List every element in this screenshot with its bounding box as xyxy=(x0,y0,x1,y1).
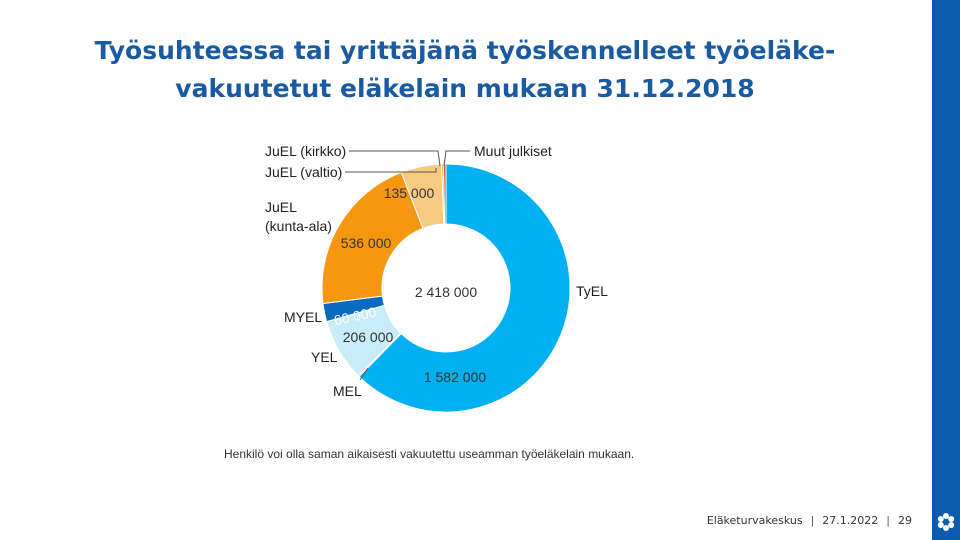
value-label-tyel: 1 582 000 xyxy=(424,369,486,385)
center-total: 2 418 000 xyxy=(415,284,477,300)
footer-separator: | xyxy=(810,514,815,527)
category-label-juel-kirkko: JuEL (kirkko) xyxy=(265,143,346,159)
slice-juel-kunta-ala xyxy=(321,171,424,305)
value-label-juel-kunta: 536 000 xyxy=(341,235,392,251)
chart-footnote: Henkilö voi olla saman aikaisesti vakuut… xyxy=(224,447,634,461)
brand-sidebar xyxy=(932,0,960,540)
slide-footer: Eläketurvakeskus | 27.1.2022 | 29 xyxy=(707,514,912,527)
value-label-juel-valtio: 135 000 xyxy=(384,185,435,201)
leader-lines xyxy=(345,150,470,381)
footer-page-number: 29 xyxy=(898,514,912,527)
leader-line-valtio xyxy=(345,168,437,173)
category-labels: TyEL MEL YEL MYEL JuEL (kunta-ala) JuEL … xyxy=(265,143,608,399)
category-label-myel: MYEL xyxy=(284,309,322,325)
leader-line-muut xyxy=(443,150,470,167)
footer-date: 27.1.2022 xyxy=(822,514,879,527)
donut-slices xyxy=(321,163,571,413)
title-line-1: Työsuhteessa tai yrittäjänä työskennelle… xyxy=(94,36,836,65)
category-label-yel: YEL xyxy=(311,349,338,365)
footer-separator: | xyxy=(886,514,890,527)
leader-line-mel xyxy=(359,367,369,381)
value-label-yel: 206 000 xyxy=(343,329,394,345)
title-line-2: vakuutetut eläkelain mukaan 31.12.2018 xyxy=(175,74,755,103)
category-label-muut: Muut julkiset xyxy=(474,143,552,159)
slice-tyel xyxy=(358,163,571,413)
footer-org: Eläketurvakeskus xyxy=(706,514,803,527)
page-title: Työsuhteessa tai yrittäjänä työskennelle… xyxy=(40,32,890,108)
category-label-juel-kunta-1: JuEL xyxy=(265,199,297,215)
category-label-mel: MEL xyxy=(333,383,362,399)
category-label-juel-kunta-2: (kunta-ala) xyxy=(265,218,332,234)
brand-logo-icon xyxy=(935,511,957,533)
leader-line-kirkko xyxy=(349,150,441,167)
category-label-juel-valtio: JuEL (valtio) xyxy=(265,164,342,180)
category-label-tyel: TyEL xyxy=(576,283,608,299)
